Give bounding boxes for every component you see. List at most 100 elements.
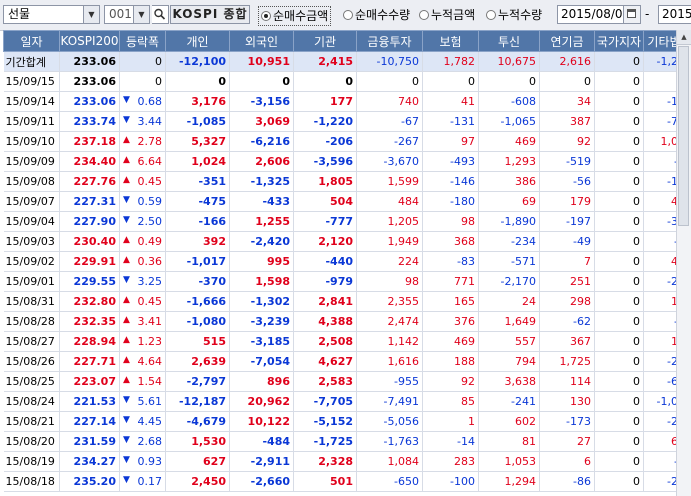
table-row[interactable]: 15/09/07 227.31 ▼ 0.59 -475 -433 504 484 -180 69 1… bbox=[3, 191, 691, 212]
total-row[interactable]: 기간합계 233.06 0 -12,100 10,951 2,415 -10,750 1,78… bbox=[3, 51, 691, 72]
change-value: 0.93 bbox=[137, 455, 163, 468]
down-arrow-icon: ▼ bbox=[123, 215, 130, 225]
pen-cell: 179 bbox=[539, 191, 595, 212]
inst-cell: 4,627 bbox=[293, 351, 357, 372]
market-select[interactable]: 선물 ▼ bbox=[3, 5, 100, 24]
date-cell: 15/09/03 bbox=[3, 231, 60, 252]
scroll-thumb[interactable] bbox=[678, 46, 689, 226]
column-header[interactable]: 일자 bbox=[3, 30, 60, 52]
code-input[interactable]: 001 ▼ bbox=[104, 5, 150, 24]
column-header[interactable]: 기관 bbox=[293, 30, 357, 52]
radio-cum-amount[interactable]: 누적금액 bbox=[419, 6, 475, 24]
change-value: 2.78 bbox=[137, 135, 163, 148]
kospi200-cell: 235.20 bbox=[59, 471, 120, 492]
table-row[interactable]: 15/08/25 223.07 ▲ 1.54 -2,797 896 2,583 -955 92 3… bbox=[3, 371, 691, 392]
frn-cell: -2,420 bbox=[229, 231, 294, 252]
table-row[interactable]: 15/08/20 231.59 ▼ 2.68 1,530 -484 -1,725 -1,763… bbox=[3, 431, 691, 452]
date-cell: 15/08/21 bbox=[3, 411, 60, 432]
down-arrow-icon: ▼ bbox=[123, 115, 130, 125]
inst-cell: 4,388 bbox=[293, 311, 357, 332]
pen-cell: -197 bbox=[539, 211, 595, 232]
radio-cum-qty[interactable]: 누적수량 bbox=[486, 6, 542, 24]
kospi200-cell: 233.74 bbox=[59, 111, 120, 132]
fin-cell: -3,670 bbox=[356, 151, 423, 172]
ind-cell: -1,666 bbox=[165, 291, 230, 312]
trust-cell: 81 bbox=[478, 431, 540, 452]
table-row[interactable]: 15/08/28 232.35 ▲ 3.41 -1,080 -3,239 4,388 2,47… bbox=[3, 311, 691, 332]
chevron-down-icon[interactable]: ▼ bbox=[83, 6, 99, 23]
calendar-button[interactable] bbox=[623, 6, 640, 23]
column-header[interactable]: 외국인 bbox=[229, 30, 294, 52]
pen-cell: 7 bbox=[539, 251, 595, 272]
date-cell: 기간합계 bbox=[3, 51, 60, 72]
start-date-input[interactable]: 2015/08/01 bbox=[557, 5, 641, 24]
trust-cell: 794 bbox=[478, 351, 540, 372]
table-row[interactable]: 15/08/21 227.14 ▼ 4.45 -4,679 10,122 -5,152 -5,… bbox=[3, 411, 691, 432]
inst-cell: -1,220 bbox=[293, 111, 357, 132]
date-cell: 15/09/04 bbox=[3, 211, 60, 232]
table-row[interactable]: 15/08/26 227.71 ▲ 4.64 2,639 -7,054 4,627 1,616… bbox=[3, 351, 691, 372]
change-value: 5.61 bbox=[137, 395, 163, 408]
table-row[interactable]: 15/09/01 229.55 ▼ 3.25 -370 1,598 -979 98 771 -2,… bbox=[3, 271, 691, 292]
column-header[interactable]: 등락폭 bbox=[119, 30, 166, 52]
table-row[interactable]: 15/09/10 237.18 ▲ 2.78 5,327 -6,216 -206 -267 97… bbox=[3, 131, 691, 152]
table-row[interactable]: 15/08/31 232.80 ▲ 0.45 -1,666 -1,302 2,841 2,35… bbox=[3, 291, 691, 312]
radio-net-buy-qty[interactable]: 순매수수량 bbox=[343, 6, 410, 24]
change-cell: ▼ 0.59 bbox=[119, 191, 166, 212]
up-arrow-icon: ▲ bbox=[123, 255, 130, 265]
table-row[interactable]: 15/09/03 230.40 ▲ 0.49 392 -2,420 2,120 1,949 36… bbox=[3, 231, 691, 252]
column-header[interactable]: 연기금 bbox=[539, 30, 595, 52]
kospi200-cell: 227.31 bbox=[59, 191, 120, 212]
start-date-value: 2015/08/01 bbox=[561, 7, 631, 21]
table-row[interactable]: 15/09/02 229.91 ▲ 0.36 -1,017 995 -440 224 -83 -5… bbox=[3, 251, 691, 272]
end-date-input[interactable]: 2015 bbox=[658, 5, 691, 24]
inst-cell: 2,583 bbox=[293, 371, 357, 392]
kospi200-cell: 227.71 bbox=[59, 351, 120, 372]
date-cell: 15/09/02 bbox=[3, 251, 60, 272]
investor-grid: 일자 KOSPI200 등락폭 개인 외국인 기관 금융투자 보험 투신 연기금 국가지자 기타법인 … bbox=[0, 30, 691, 496]
table-row[interactable]: 15/08/19 234.27 ▼ 0.93 627 -2,911 2,328 1,084 28… bbox=[3, 451, 691, 472]
table-row[interactable]: 15/09/08 227.76 ▲ 0.45 -351 -1,325 1,805 1,599-… bbox=[3, 171, 691, 192]
table-row[interactable]: 15/08/18 235.20 ▼ 0.17 2,450 -2,660 501 -650 -10… bbox=[3, 471, 691, 492]
column-header[interactable]: KOSPI200 bbox=[59, 30, 120, 52]
table-row[interactable]: 15/08/27 228.94 ▲ 1.23 515 -3,185 2,508 1,142 46… bbox=[3, 331, 691, 352]
inst-cell: 1,805 bbox=[293, 171, 357, 192]
code-dropdown-icon[interactable]: ▼ bbox=[133, 6, 149, 23]
fin-cell: -267 bbox=[356, 131, 423, 152]
table-row[interactable]: 15/09/09 234.40 ▲ 6.64 1,024 2,606 -3,596 -3,67… bbox=[3, 151, 691, 172]
date-separator: - bbox=[645, 7, 650, 21]
table-row[interactable]: 15/08/24 221.53 ▼ 5.61 -12,187 20,962 -7,705 -7… bbox=[3, 391, 691, 412]
column-header[interactable]: 국가지자 bbox=[594, 30, 644, 52]
radio-label: 순매수금액 bbox=[273, 9, 329, 23]
scroll-up-icon[interactable]: ▲ bbox=[677, 30, 691, 45]
code-input-value: 001 bbox=[109, 7, 132, 21]
down-arrow-icon: ▼ bbox=[123, 455, 130, 465]
column-header[interactable]: 보험 bbox=[422, 30, 479, 52]
column-header[interactable]: 개인 bbox=[165, 30, 230, 52]
gov-cell: 0 bbox=[594, 191, 644, 212]
search-button[interactable] bbox=[152, 5, 169, 24]
inst-cell: -979 bbox=[293, 271, 357, 292]
down-arrow-icon: ▼ bbox=[123, 275, 130, 285]
table-row[interactable]: 15/09/11 233.74 ▼ 3.44 -1,085 3,069 -1,220 -67-… bbox=[3, 111, 691, 132]
gov-cell: 0 bbox=[594, 71, 644, 92]
column-header[interactable]: 금융투자 bbox=[356, 30, 423, 52]
gov-cell: 0 bbox=[594, 311, 644, 332]
ins-cell: 283 bbox=[422, 451, 479, 472]
table-row[interactable]: 15/09/14 233.06 ▼ 0.68 3,176 -3,156 177 740 41 -6… bbox=[3, 91, 691, 112]
kospi200-cell: 227.90 bbox=[59, 211, 120, 232]
fin-cell: 1,949 bbox=[356, 231, 423, 252]
table-row[interactable]: 15/09/04 227.90 ▼ 2.50 -166 1,255 -777 1,205 98-… bbox=[3, 211, 691, 232]
inst-cell: 0 bbox=[293, 71, 357, 92]
date-cell: 15/09/08 bbox=[3, 171, 60, 192]
radio-net-buy-amount[interactable]: 순매수금액 bbox=[258, 6, 332, 26]
ins-cell: -14 bbox=[422, 431, 479, 452]
date-cell: 15/08/26 bbox=[3, 351, 60, 372]
ind-cell: -1,017 bbox=[165, 251, 230, 272]
vertical-scrollbar[interactable]: ▲ bbox=[676, 30, 691, 496]
gov-cell: 0 bbox=[594, 251, 644, 272]
pen-cell: 367 bbox=[539, 331, 595, 352]
ind-cell: 3,176 bbox=[165, 91, 230, 112]
column-header[interactable]: 투신 bbox=[478, 30, 540, 52]
